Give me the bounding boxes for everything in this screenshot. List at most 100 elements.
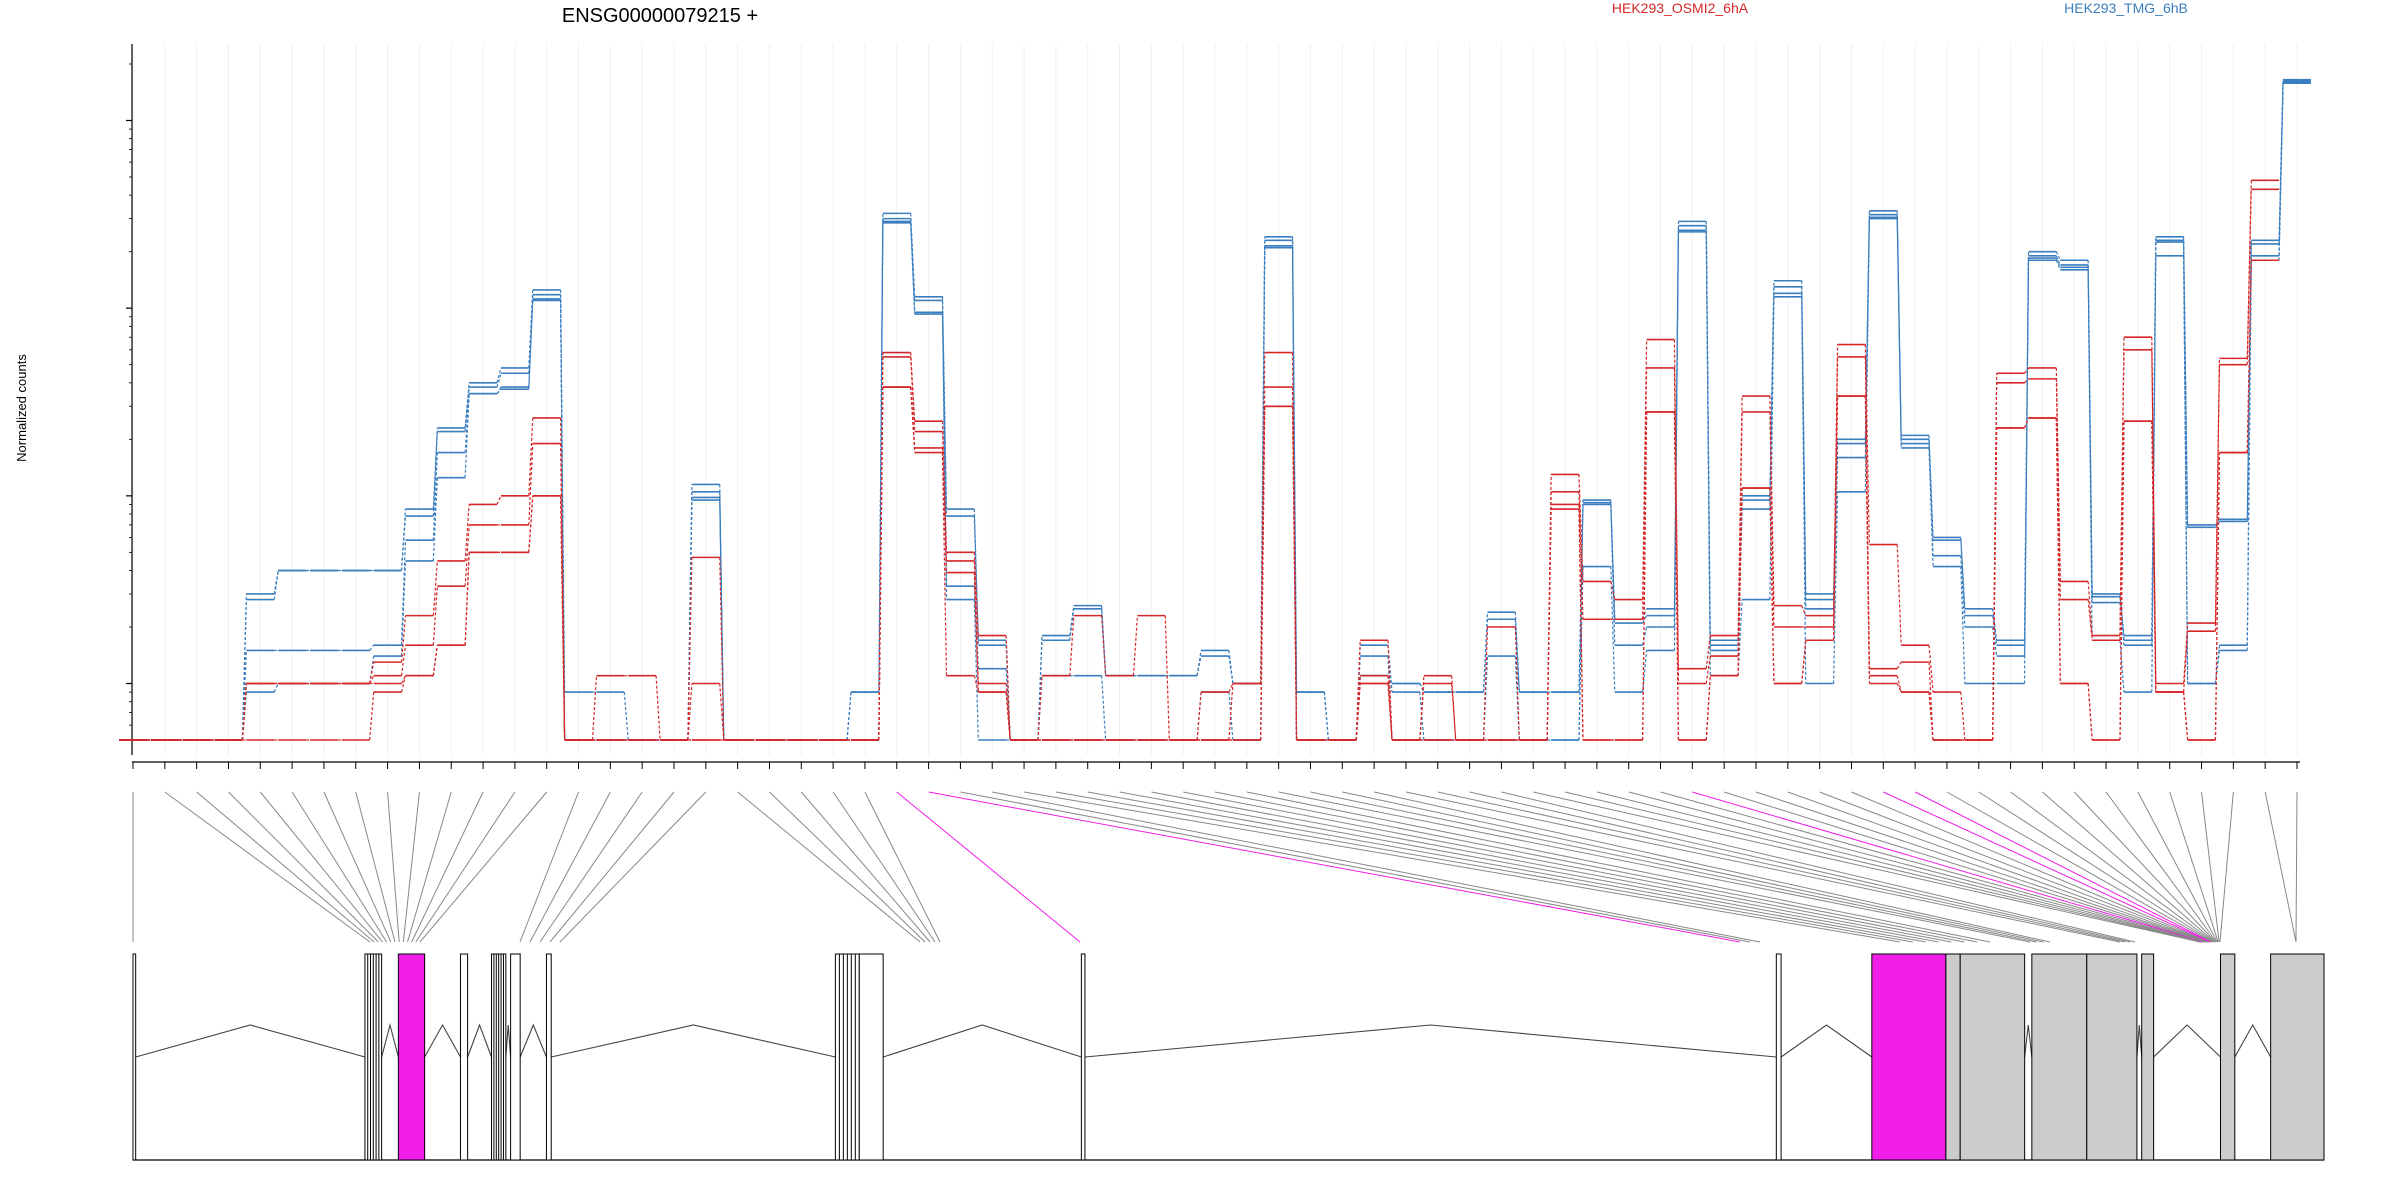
- data-connector: [1419, 692, 1425, 741]
- exon-box: [2270, 953, 2325, 1161]
- exon-connector: [1087, 791, 1926, 943]
- data-connector: [432, 645, 438, 676]
- data-connector: [2183, 631, 2189, 693]
- data-connector: [1896, 214, 1902, 440]
- data-connector: [1928, 645, 1934, 693]
- exon-box: [1775, 953, 1782, 1161]
- data-connector: [973, 509, 979, 641]
- data-connector: [2214, 452, 2221, 741]
- data-connector: [591, 675, 598, 741]
- exon-box: [2219, 953, 2236, 1161]
- data-connector: [2183, 622, 2189, 684]
- data-connector: [2055, 251, 2061, 261]
- data-connector: [528, 443, 534, 525]
- legend-osmi-label: HEK293_OSMI2_6hA: [1612, 0, 1749, 16]
- data-connector: [1037, 640, 1043, 741]
- data-connector: [1578, 491, 1584, 620]
- data-connector: [910, 356, 916, 432]
- data-connector: [528, 495, 534, 553]
- data-connector: [2023, 258, 2030, 657]
- intron-line: [1084, 1024, 1777, 1058]
- data-connector: [1196, 655, 1202, 676]
- exon-connector: [1310, 791, 2037, 943]
- data-connector: [1673, 367, 1680, 684]
- intron-line: [424, 1023, 461, 1058]
- data-connector: [878, 387, 884, 741]
- plot-area: [119, 44, 2311, 769]
- data-connector: [1069, 608, 1075, 641]
- data-connector: [464, 552, 470, 646]
- data-connector: [2119, 421, 2125, 741]
- data-connector: [2055, 378, 2061, 600]
- data-connector: [1801, 605, 1807, 616]
- data-connector: [1832, 491, 1839, 684]
- exon-connector: [1978, 791, 2213, 943]
- data-connector: [1769, 488, 1775, 684]
- data-connector: [1801, 640, 1807, 684]
- intron-line: [2024, 1024, 2033, 1058]
- exon-connector: [2219, 791, 2234, 943]
- exon-connector: [2264, 791, 2297, 943]
- exon-connector: [1628, 791, 2203, 943]
- intron-line: [135, 1024, 366, 1058]
- exon-connector: [549, 791, 675, 943]
- data-connector: [1960, 540, 1966, 616]
- exon-connector: [737, 791, 921, 943]
- data-connector: [1610, 566, 1616, 693]
- data-connector: [2246, 260, 2252, 453]
- data-connector: [1101, 615, 1107, 676]
- data-connector: [1610, 581, 1616, 600]
- data-connector: [1260, 406, 1266, 741]
- data-connector: [273, 683, 279, 693]
- data-connector: [560, 300, 566, 693]
- exon-connector: [1787, 791, 2208, 943]
- intron-line: [551, 1024, 836, 1058]
- data-connector: [941, 452, 948, 676]
- exon-connector: [1437, 791, 2126, 943]
- data-connector: [973, 552, 979, 636]
- exon-connector: [1755, 791, 2207, 943]
- exon-connector: [769, 791, 926, 943]
- exon-connector: [1914, 791, 2212, 943]
- data-connector: [464, 524, 470, 587]
- exon-connector: [992, 791, 1761, 943]
- exon-connector: [559, 791, 707, 943]
- exon-connector: [1564, 791, 2202, 943]
- data-connector: [464, 393, 470, 478]
- data-connector: [1705, 231, 1711, 676]
- data-connector: [432, 560, 438, 616]
- data-connector: [1482, 626, 1489, 741]
- series-7: [119, 259, 2280, 741]
- data-connector: [1419, 683, 1425, 741]
- data-connector: [2151, 421, 2157, 693]
- data-connector: [2214, 364, 2221, 632]
- exon-connector: [1055, 791, 1913, 943]
- intron-line: [505, 1024, 512, 1058]
- exon-connector: [864, 791, 941, 943]
- data-connector: [1451, 683, 1457, 741]
- exon-connector: [539, 791, 643, 943]
- exon-connector: [196, 791, 375, 943]
- data-connector: [2151, 255, 2157, 693]
- data-connector: [400, 516, 407, 571]
- data-connector: [1896, 218, 1902, 448]
- exon-connector: [1724, 791, 2206, 943]
- data-connector: [687, 557, 693, 741]
- data-connector: [2183, 692, 2189, 741]
- data-connector: [1928, 662, 1934, 741]
- data-connector: [369, 692, 375, 741]
- exon-box: [1080, 953, 1086, 1161]
- series-4: [119, 179, 2280, 741]
- data-connector: [1642, 650, 1648, 693]
- data-connector: [1960, 692, 1966, 741]
- data-connector: [464, 504, 470, 561]
- exon-connector: [1023, 791, 1901, 943]
- data-connector: [687, 683, 693, 741]
- exon-connector: [1151, 791, 1952, 943]
- data-connector: [1228, 655, 1234, 684]
- data-connector: [719, 557, 725, 741]
- exon-connector: [832, 791, 936, 943]
- series-5: [119, 188, 2280, 741]
- data-connector: [400, 645, 407, 676]
